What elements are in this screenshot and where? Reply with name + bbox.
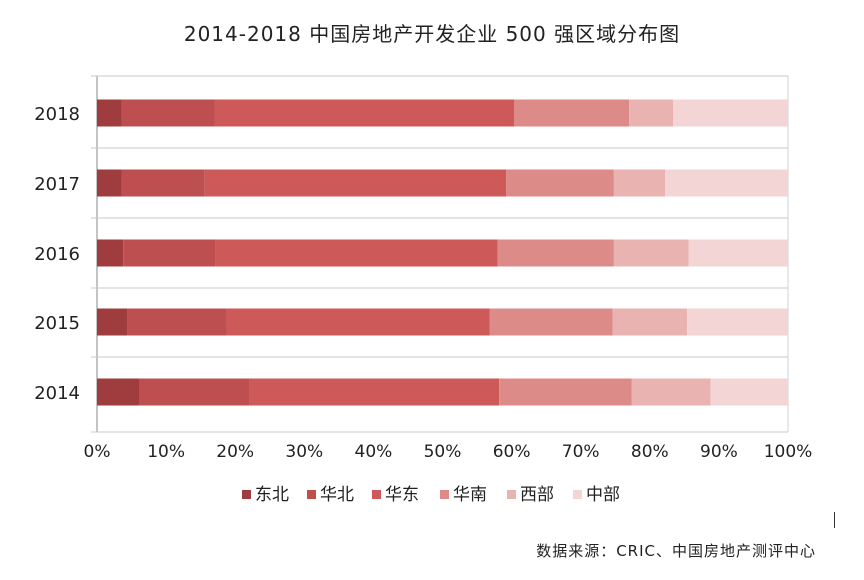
bar-segment: [687, 308, 788, 336]
legend: 东北 华北 华东 华南 西部 中部: [242, 485, 620, 505]
bar-segment: [123, 239, 216, 267]
y-axis-label: 2017: [34, 174, 80, 195]
bar-segment: [121, 99, 215, 127]
bar-segment: [249, 378, 500, 406]
x-axis-tick-label: 80%: [631, 442, 669, 462]
bar-segment: [489, 308, 613, 336]
bar-segment: [514, 99, 630, 127]
bar-segment: [631, 378, 711, 406]
legend-label: 华南: [453, 485, 487, 505]
bar-segment: [204, 169, 507, 197]
bar-segment: [665, 169, 788, 197]
bar-segment: [121, 169, 205, 197]
bar-segment: [127, 308, 227, 336]
legend-label: 华北: [320, 485, 354, 505]
bar-segment: [629, 99, 674, 127]
legend-label: 中部: [586, 485, 620, 505]
x-axis-tick-label: 50%: [424, 442, 462, 462]
text-cursor-icon: [834, 512, 835, 528]
bar-segment: [612, 308, 688, 336]
source-note: 数据来源：CRIC、中国房地产测评中心: [536, 542, 816, 560]
legend-label: 东北: [255, 485, 289, 505]
y-axis-label: 2014: [34, 383, 80, 404]
bar-segment: [613, 169, 666, 197]
legend-swatch: [507, 490, 516, 499]
x-axis-tick-label: 100%: [764, 442, 813, 462]
bar-segment: [214, 99, 515, 127]
x-axis-tick-label: 10%: [147, 442, 185, 462]
bar-segment: [97, 169, 122, 197]
bar-segment: [613, 239, 689, 267]
bar-segment: [499, 378, 632, 406]
bar-segment: [139, 378, 250, 406]
y-axis-labels: 2018 2017 2016 2015 2014: [34, 104, 80, 404]
bar-segment: [97, 308, 128, 336]
gridlines: [91, 75, 789, 433]
bars: [97, 99, 788, 406]
chart-title: 2014-2018 中国房地产开发企业 500 强区域分布图: [183, 22, 681, 46]
legend-label: 西部: [520, 485, 554, 505]
bar-segment: [215, 239, 498, 267]
bar-segment: [226, 308, 490, 336]
y-axis-label: 2015: [34, 313, 80, 334]
x-axis-tick-label: 70%: [562, 442, 600, 462]
legend-swatch: [372, 490, 381, 499]
x-axis-tick-label: 40%: [355, 442, 393, 462]
bar-segment: [673, 99, 788, 127]
x-axis-ticks: 0% 10% 20% 30% 40% 50% 60% 70% 80% 90% 100%: [84, 442, 813, 462]
bar-segment: [97, 378, 140, 406]
legend-swatch: [307, 490, 316, 499]
bar-segment: [97, 99, 122, 127]
x-axis-tick-label: 30%: [285, 442, 323, 462]
x-axis-tick-label: 20%: [216, 442, 254, 462]
bar-segment: [506, 169, 614, 197]
bar-segment: [97, 239, 124, 267]
x-axis-tick-label: 90%: [700, 442, 738, 462]
y-axis-label: 2018: [34, 104, 80, 125]
legend-swatch: [242, 490, 251, 499]
y-axis-label: 2016: [34, 244, 80, 265]
legend-swatch: [573, 490, 582, 499]
bar-segment: [688, 239, 788, 267]
bar-segment: [710, 378, 788, 406]
bar-segment: [497, 239, 614, 267]
x-axis-tick-label: 0%: [84, 442, 111, 462]
x-axis-tick-label: 60%: [493, 442, 531, 462]
legend-label: 华东: [385, 485, 419, 505]
legend-swatch: [440, 490, 449, 499]
